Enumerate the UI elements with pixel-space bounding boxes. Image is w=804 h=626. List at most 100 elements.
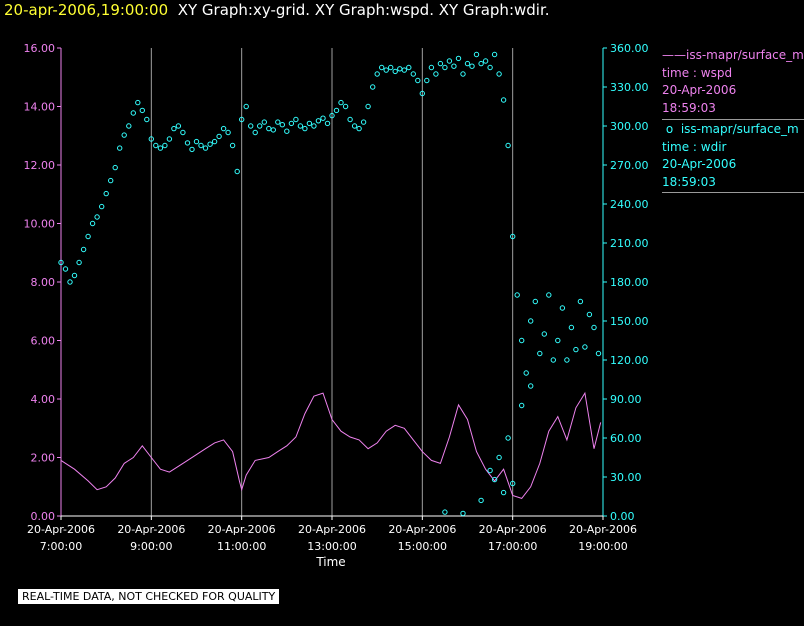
- wdir-point: [455, 55, 462, 62]
- wdir-point: [550, 357, 556, 363]
- wdir-point: [510, 233, 516, 240]
- wdir-point: [248, 123, 254, 129]
- wdir-point: [568, 324, 575, 331]
- wdir-point: [80, 246, 87, 253]
- wdir-point: [351, 123, 358, 129]
- wdir-point: [496, 454, 502, 461]
- wdir-point: [491, 476, 498, 483]
- left-y-tick-label: 2.00: [31, 452, 56, 465]
- wdir-point: [505, 435, 511, 441]
- legend-entry-wdir: o iss-mapr/surface_m time : wdir 20-Apr-…: [662, 121, 804, 191]
- wdir-point: [252, 129, 258, 136]
- left-y-tick-label: 0.00: [31, 510, 56, 523]
- wdir-point: [103, 190, 109, 197]
- wdir-point: [121, 132, 127, 138]
- wdir-point: [519, 337, 525, 344]
- legend-entry-wspd: ——iss-mapr/surface_m time : wspd 20-Apr-…: [662, 47, 804, 117]
- wdir-point: [71, 272, 78, 279]
- x-tick-label-time: 9:00:00: [130, 540, 172, 553]
- wdir-point: [401, 67, 407, 73]
- wdir-point: [112, 164, 118, 171]
- x-tick-label-date: 20-Apr-2006: [117, 523, 185, 536]
- wdir-point: [193, 138, 200, 145]
- wdir-point: [148, 136, 155, 142]
- x-tick-label-date: 20-Apr-2006: [208, 523, 276, 536]
- wdir-point: [442, 64, 448, 71]
- header-graph-titles: XY Graph:xy-grid. XY Graph:wspd. XY Grap…: [177, 1, 550, 19]
- wdir-point: [333, 107, 340, 114]
- wdir-point: [523, 370, 529, 376]
- legend-time: 18:59:03: [662, 100, 716, 115]
- wdir-series: [58, 51, 602, 517]
- wdir-point: [162, 142, 168, 149]
- wdir-point: [500, 97, 507, 103]
- wdir-point: [338, 99, 344, 106]
- wdir-point: [347, 116, 353, 123]
- wdir-point: [243, 103, 249, 110]
- x-tick-label-date: 20-Apr-2006: [298, 523, 366, 536]
- wdir-point: [519, 402, 525, 409]
- wdir-point: [392, 68, 398, 75]
- legend-separator: [662, 119, 804, 120]
- right-y-tick-label: 90.00: [610, 393, 642, 406]
- wdir-point: [451, 63, 457, 69]
- wdir-point: [528, 383, 534, 389]
- wdir-point: [315, 118, 322, 124]
- left-y-tick-label: 12.00: [24, 159, 56, 172]
- header-title-bar: 20-apr-2006,19:00:00 XY Graph:xy-grid. X…: [4, 1, 550, 19]
- wdir-point: [591, 324, 597, 331]
- legend-time: 18:59:03: [662, 174, 716, 189]
- right-y-tick-label: 240.00: [610, 198, 649, 211]
- wdir-point: [577, 298, 584, 305]
- wdir-point: [117, 145, 123, 151]
- wdir-point: [464, 60, 471, 67]
- wdir-point: [383, 67, 389, 73]
- wdir-point: [320, 115, 326, 121]
- wdir-point: [270, 127, 276, 133]
- legend-separator: [662, 192, 804, 193]
- wdir-point: [528, 318, 534, 324]
- x-tick-label-time: 19:00:00: [578, 540, 627, 553]
- wdir-point: [424, 77, 430, 84]
- wdir-point: [487, 467, 493, 474]
- legend-line-symbol: ——: [662, 48, 686, 62]
- wdir-point: [279, 122, 285, 128]
- wdir-point: [94, 214, 100, 220]
- wdir-point: [139, 107, 146, 114]
- wdir-point: [379, 64, 385, 71]
- x-tick-label-time: 13:00:00: [307, 540, 356, 553]
- wdir-point: [67, 279, 73, 285]
- x-axis-label: Time: [315, 555, 345, 569]
- right-y-tick-label: 0.00: [610, 510, 635, 523]
- wdir-point: [374, 71, 380, 77]
- wdir-point: [595, 350, 602, 357]
- wdir-point: [311, 123, 317, 129]
- wdir-point: [505, 142, 511, 149]
- wspd-series: [60, 391, 602, 499]
- wdir-point: [211, 138, 218, 145]
- wdir-point: [586, 311, 593, 318]
- wdir-point: [573, 346, 579, 353]
- legend-date: 20-Apr-2006: [662, 83, 737, 97]
- wdir-point: [329, 112, 335, 119]
- x-tick-labels: 20-Apr-2006 7:00:00 20-Apr-2006 9:00:00 20-A…: [27, 516, 637, 553]
- wdir-point: [370, 84, 376, 90]
- wdir-point: [171, 125, 177, 132]
- wdir-point: [582, 344, 588, 350]
- wdir-point: [225, 129, 231, 136]
- wdir-point: [487, 64, 493, 71]
- wdir-point: [62, 266, 69, 272]
- wdir-point: [442, 509, 448, 515]
- x-tick-label-date: 20-Apr-2006: [27, 523, 95, 536]
- wdir-point: [166, 136, 173, 142]
- wdir-point: [306, 120, 313, 127]
- wdir-point: [446, 58, 453, 64]
- wdir-point: [126, 123, 132, 129]
- wdir-point: [184, 140, 191, 146]
- wdir-point: [415, 77, 421, 84]
- wdir-point: [239, 116, 245, 123]
- left-y-tick-label: 10.00: [24, 218, 56, 231]
- wdir-point: [491, 51, 498, 58]
- right-y-tick-label: 60.00: [610, 432, 642, 445]
- left-y-tick-label: 16.00: [24, 42, 56, 55]
